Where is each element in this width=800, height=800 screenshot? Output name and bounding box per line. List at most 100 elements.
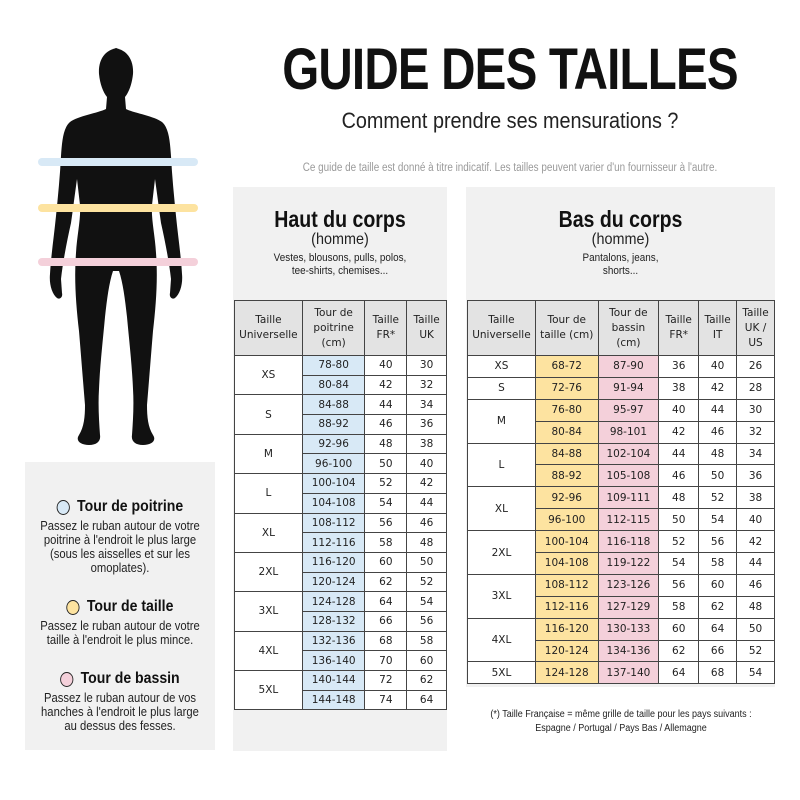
- table-row: 4XL 116-120 130-133 60 64 50: [467, 617, 775, 663]
- size-cell: 2XL: [234, 551, 303, 593]
- value-cell: 96-100: [534, 508, 599, 532]
- value-cell: 54: [364, 492, 408, 514]
- value-cell: 50: [698, 464, 738, 488]
- table-row: 2XL 116-120 60 50: [234, 551, 447, 593]
- value-cell: 76-80: [534, 398, 599, 422]
- hip-measure-line: [38, 258, 198, 266]
- section-categories: Vestes, blousons, pulls, polos, tee-shir…: [273, 252, 407, 277]
- value-cell: 42: [406, 473, 447, 494]
- value-cell: 40: [698, 355, 738, 378]
- table-row: 5XL 124-128 137-140 64 68 54: [467, 661, 775, 685]
- value-cell: 137-140: [597, 661, 660, 685]
- value-cell: 62: [698, 595, 738, 619]
- value-cell: 52: [736, 639, 775, 663]
- value-cell: 58: [364, 532, 408, 553]
- value-cell: 34: [736, 442, 775, 466]
- column-header: Taille FR*: [364, 300, 408, 356]
- value-cell: 60: [658, 617, 700, 641]
- footnote-line: (*) Taille Française = même grille de ta…: [490, 709, 752, 720]
- table-row: M 92-96 48 38: [234, 433, 447, 475]
- value-cell: 116-120: [301, 551, 366, 573]
- value-cell: 66: [698, 639, 738, 663]
- value-cell: 42: [736, 530, 775, 554]
- chest-measure-line: [38, 158, 198, 166]
- value-cell: 130-133: [597, 617, 660, 641]
- value-cell: 104-108: [301, 492, 366, 514]
- value-cell: 109-111: [597, 486, 660, 510]
- value-cell: 26: [736, 355, 775, 378]
- table-row: M 76-80 95-97 40 44 30: [467, 398, 775, 444]
- value-cell: 56: [406, 610, 447, 632]
- value-cell: 104-108: [534, 552, 599, 575]
- table-row: 88-92 105-108 46 50 36: [468, 464, 775, 488]
- section-subtitle: (homme): [311, 231, 369, 248]
- size-cell: M: [467, 398, 536, 444]
- column-header: Taille Universelle: [234, 300, 303, 356]
- value-cell: 52: [658, 530, 700, 554]
- table-row: XL 108-112 56 46: [234, 512, 447, 553]
- table-row: 80-84 98-101 42 46 32: [468, 420, 775, 444]
- value-cell: 64: [406, 689, 447, 711]
- value-cell: 64: [364, 591, 408, 612]
- chest-circle-icon: [56, 499, 71, 515]
- legend-text: Passez le ruban autour de votre taille à…: [40, 619, 200, 647]
- value-cell: 38: [736, 486, 775, 510]
- value-cell: 62: [364, 571, 408, 593]
- value-cell: 30: [406, 355, 447, 376]
- value-cell: 108-112: [301, 512, 366, 534]
- value-cell: 46: [658, 464, 700, 488]
- column-header: Taille UK / US: [736, 300, 775, 356]
- value-cell: 96-100: [301, 453, 366, 475]
- value-cell: 46: [698, 420, 738, 444]
- value-cell: 56: [364, 512, 408, 534]
- table-row: 136-140 70 60: [235, 650, 447, 671]
- table-row: 88-92 46 36: [235, 414, 447, 435]
- value-cell: 54: [406, 591, 447, 612]
- table-row: L 84-88 102-104 44 48 34: [467, 442, 775, 488]
- table-row: XL 92-96 109-111 48 52 38: [467, 486, 775, 532]
- table-row: S 84-88 44 34: [234, 394, 447, 435]
- value-cell: 34: [406, 394, 447, 416]
- value-cell: 68: [364, 630, 408, 652]
- column-header: Taille IT: [698, 300, 738, 356]
- table-row: 104-108 119-122 54 58 44: [468, 552, 775, 575]
- section-title: Bas du corps: [558, 206, 683, 232]
- page-subtitle: Comment prendre ses mensurations ?: [341, 108, 679, 133]
- column-header: Taille FR*: [658, 300, 700, 356]
- value-cell: 102-104: [597, 442, 660, 466]
- table-row: S 72-76 91-94 38 42 28: [467, 376, 775, 400]
- size-cell: 3XL: [467, 573, 536, 619]
- value-cell: 120-124: [301, 571, 366, 593]
- value-cell: 46: [364, 414, 408, 435]
- size-cell: L: [234, 473, 303, 514]
- value-cell: 100-104: [534, 530, 599, 554]
- value-cell: 28: [736, 376, 775, 400]
- value-cell: 64: [698, 617, 738, 641]
- disclaimer-note: Ce guide de taille est donné à titre ind…: [302, 162, 718, 174]
- value-cell: 92-96: [534, 486, 599, 510]
- legend-chest: Tour de poitrine Passez le ruban autour …: [25, 498, 215, 575]
- value-cell: 64: [658, 661, 700, 685]
- value-cell: 70: [364, 650, 408, 671]
- table-row: 3XL 124-128 64 54: [234, 591, 447, 632]
- value-cell: 50: [406, 551, 447, 573]
- value-cell: 48: [406, 532, 447, 553]
- value-cell: 48: [364, 433, 408, 455]
- value-cell: 32: [406, 374, 447, 396]
- value-cell: 40: [364, 355, 408, 376]
- table-row: 5XL 140-144 72 62: [234, 669, 447, 711]
- table-row: XS 78-80 40 30: [234, 354, 447, 396]
- value-cell: 68-72: [534, 355, 599, 378]
- value-cell: 68: [698, 661, 738, 685]
- hips-circle-icon: [60, 671, 74, 687]
- value-cell: 48: [736, 595, 775, 619]
- value-cell: 36: [658, 355, 700, 378]
- measurement-guide-panel: Tour de poitrine Passez le ruban autour …: [25, 462, 215, 750]
- size-cell: XS: [467, 355, 536, 378]
- value-cell: 127-129: [597, 595, 660, 619]
- table-row: 2XL 100-104 116-118 52 56 42: [467, 530, 775, 575]
- value-cell: 52: [698, 486, 738, 510]
- table-row: L 100-104 52 42: [234, 473, 447, 514]
- value-cell: 112-116: [534, 595, 599, 619]
- value-cell: 60: [698, 573, 738, 597]
